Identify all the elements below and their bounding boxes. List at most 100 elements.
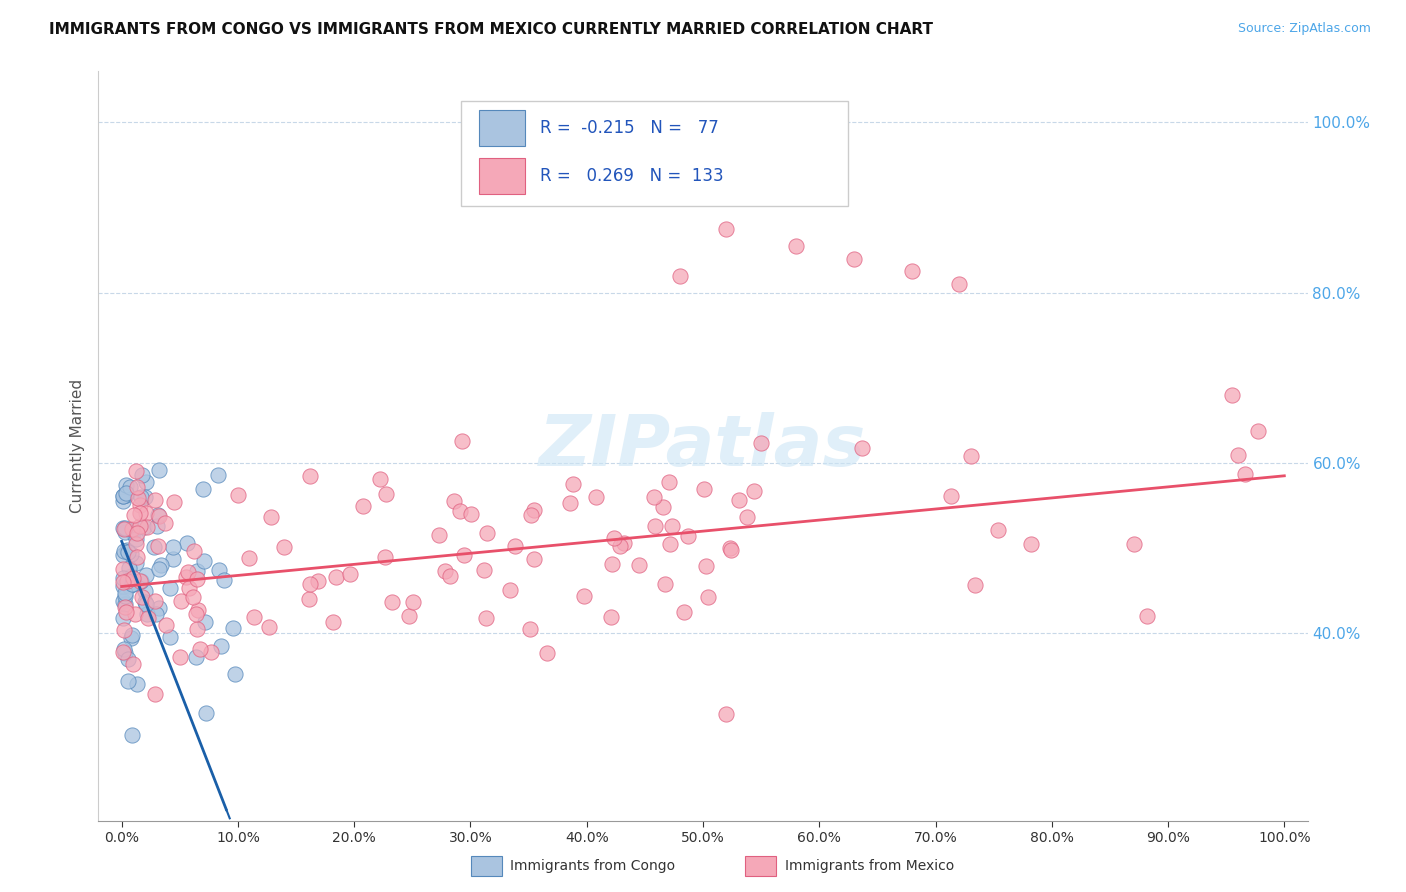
Point — [1233, 467, 1256, 481]
Point — [453, 548, 475, 562]
Point — [652, 500, 675, 515]
Point — [124, 508, 146, 522]
Point — [188, 642, 211, 657]
Point — [644, 519, 666, 533]
Point — [602, 558, 624, 572]
Point — [122, 657, 145, 672]
Point — [600, 609, 623, 624]
Point — [558, 496, 581, 510]
Point — [200, 645, 222, 659]
Point — [118, 579, 141, 593]
Point — [148, 601, 170, 615]
Point — [672, 605, 695, 619]
Point — [661, 519, 683, 533]
Point — [658, 475, 681, 490]
Point — [627, 558, 650, 572]
Point — [112, 489, 135, 503]
Point — [212, 573, 235, 587]
Point — [114, 647, 136, 661]
Point — [718, 541, 741, 556]
Point — [127, 526, 149, 541]
Point — [460, 508, 482, 522]
Point — [176, 535, 198, 549]
Point — [536, 647, 558, 661]
Bar — [479, 158, 526, 194]
Point — [112, 623, 135, 637]
Point — [307, 574, 329, 588]
Point — [112, 522, 135, 536]
Point — [122, 525, 145, 540]
Point — [135, 607, 157, 622]
Point — [226, 488, 249, 502]
Point — [184, 607, 207, 621]
Point — [851, 441, 873, 455]
Point — [186, 572, 208, 586]
Point — [208, 563, 231, 577]
Point — [112, 611, 135, 625]
Point — [186, 565, 208, 579]
Point — [179, 581, 201, 595]
Point — [135, 475, 157, 489]
Point — [381, 595, 404, 609]
Point — [716, 707, 738, 722]
Point — [153, 516, 176, 531]
Point — [114, 520, 136, 534]
Point — [121, 728, 143, 742]
Point — [111, 579, 134, 593]
Point — [131, 468, 153, 483]
Point — [134, 519, 156, 533]
Point — [134, 491, 156, 505]
Point — [238, 550, 260, 565]
Point — [735, 510, 758, 524]
Point — [562, 476, 585, 491]
Point — [118, 561, 141, 575]
Point — [609, 539, 631, 553]
Point — [209, 639, 232, 653]
Point — [174, 569, 197, 583]
Point — [187, 602, 209, 616]
Point — [325, 570, 347, 584]
Point — [170, 594, 193, 608]
Point — [125, 556, 148, 570]
Point — [183, 544, 205, 558]
Point — [127, 480, 149, 494]
Point — [155, 618, 177, 632]
Point — [117, 652, 139, 666]
Point — [143, 594, 166, 608]
Point — [987, 523, 1010, 537]
Point — [1220, 388, 1243, 402]
Point — [273, 540, 295, 554]
Point — [450, 504, 472, 518]
Point — [374, 550, 396, 565]
Point — [122, 524, 145, 539]
Point — [224, 667, 246, 681]
Point — [695, 558, 717, 573]
Text: Immigrants from Congo: Immigrants from Congo — [510, 859, 675, 873]
Point — [115, 488, 138, 502]
Point — [124, 607, 146, 621]
Point — [433, 564, 456, 578]
Point — [368, 472, 391, 486]
Point — [162, 540, 184, 554]
Text: R =   0.269   N =  133: R = 0.269 N = 133 — [540, 167, 724, 185]
Point — [402, 595, 425, 609]
Point — [439, 569, 461, 583]
Point — [136, 611, 159, 625]
Text: Immigrants from Mexico: Immigrants from Mexico — [785, 859, 953, 873]
Point — [117, 545, 139, 559]
Point — [115, 485, 138, 500]
Point — [844, 252, 866, 266]
Point — [939, 489, 962, 503]
Point — [475, 526, 498, 541]
Point — [503, 539, 526, 553]
Point — [125, 550, 148, 565]
Point — [948, 277, 970, 292]
Point — [693, 482, 716, 496]
Point — [128, 498, 150, 512]
Point — [143, 492, 166, 507]
Point — [131, 590, 153, 604]
Point — [176, 565, 198, 579]
Point — [111, 521, 134, 535]
Point — [146, 539, 169, 553]
Point — [121, 577, 143, 591]
